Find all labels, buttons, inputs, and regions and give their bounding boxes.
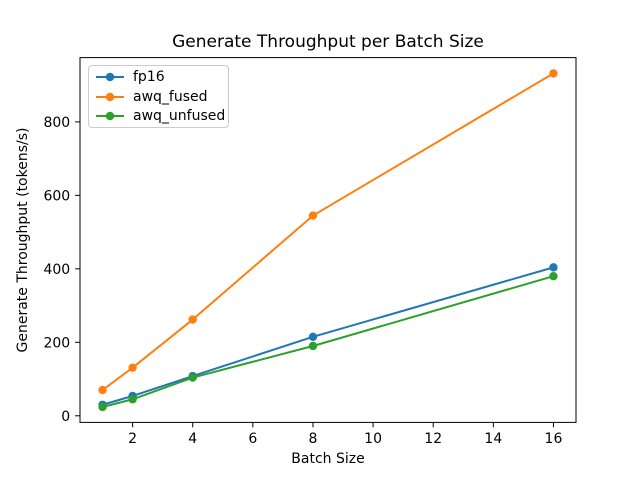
legend-line-sample-awq-fused	[96, 92, 124, 101]
legend-label-fp16: fp16	[133, 68, 165, 85]
data-point-fp16-16	[549, 263, 558, 272]
data-point-awq_fused-2	[128, 363, 137, 372]
legend-item-awq-fused: awq_fused	[89, 87, 228, 107]
data-point-awq_fused-1	[98, 385, 107, 395]
data-point-awq_unfused-8	[308, 341, 318, 351]
y-axis-label: Generate Throughput (tokens/s)	[15, 127, 31, 353]
y-tick-label: 0	[61, 409, 70, 425]
legend-label-awq-fused: awq_fused	[133, 88, 208, 105]
legend: fp16 awq_fused awq_unfused	[88, 65, 229, 128]
y-tick-label: 600	[43, 188, 70, 204]
legend-item-fp16: fp16	[89, 67, 228, 87]
chart-title: Generate Throughput per Batch Size	[172, 32, 484, 52]
x-tick-label: 10	[364, 431, 382, 447]
y-tick-label: 200	[43, 335, 70, 351]
legend-line-sample-fp16	[96, 72, 124, 82]
y-tick-label: 400	[43, 262, 70, 278]
data-point-awq_unfused-4	[188, 373, 197, 382]
data-point-fp16-8	[308, 332, 318, 342]
data-point-awq_fused-4	[188, 315, 197, 324]
x-tick-label: 14	[484, 431, 502, 447]
data-point-awq_unfused-16	[549, 271, 558, 281]
data-point-awq_unfused-2	[128, 395, 137, 404]
plot-border	[79, 57, 577, 423]
x-tick-label: 2	[128, 431, 137, 447]
series-line-awq_unfused	[102, 275, 554, 408]
data-point-awq_unfused-1	[98, 402, 107, 412]
x-tick-label: 8	[309, 431, 318, 447]
legend-line-sample-awq-unfused	[96, 111, 124, 121]
y-tick-label: 800	[43, 115, 70, 131]
x-tick-label: 16	[545, 431, 563, 447]
data-point-awq_fused-16	[549, 69, 558, 78]
data-point-awq_fused-8	[308, 211, 318, 220]
x-tick-label: 6	[248, 431, 257, 447]
series-line-fp16	[102, 266, 554, 406]
x-tick-label: 4	[188, 431, 197, 447]
x-axis-label: Batch Size	[291, 451, 365, 467]
legend-label-awq-unfused: awq_unfused	[133, 108, 226, 125]
legend-item-awq-unfused: awq_unfused	[89, 106, 228, 126]
x-tick-label: 12	[424, 431, 442, 447]
